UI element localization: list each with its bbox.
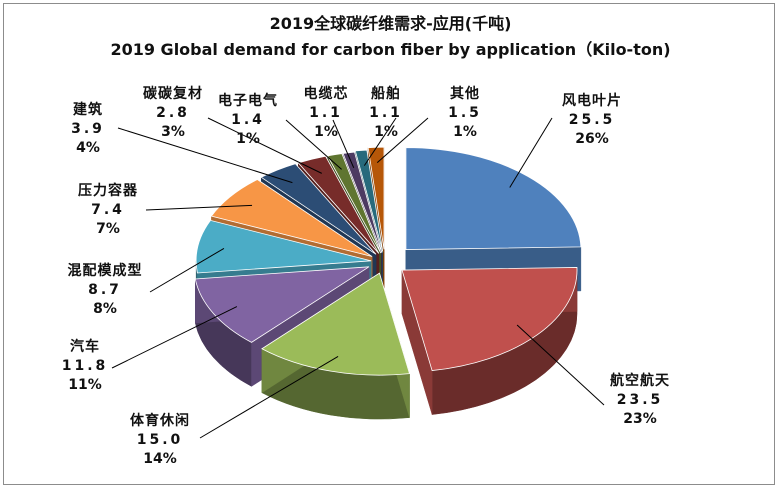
leader-line-11	[376, 117, 429, 164]
slice-label-6: 建筑 3.9 4%	[71, 101, 105, 158]
slice-percent: 26%	[575, 131, 609, 147]
slice-value: 8.7	[88, 282, 122, 298]
slice-percent: 1%	[374, 124, 398, 140]
slice-value: 11.8	[61, 358, 109, 374]
slice-name: 汽车	[69, 339, 100, 355]
slice-7-top	[297, 155, 380, 254]
slice-9-top	[342, 151, 383, 254]
leader-line-2	[199, 355, 339, 439]
slice-label-11: 其他 1.5 1%	[448, 85, 482, 142]
slice-percent: 1%	[236, 131, 260, 147]
chart-subtitle: 2019 Global demand for carbon fiber by a…	[110, 40, 671, 59]
slice-percent: 1%	[453, 124, 477, 140]
slice-label-10: 船舶 1.1 1%	[369, 85, 403, 142]
leader-line-6	[117, 127, 293, 184]
leader-line-4	[149, 247, 225, 293]
slice-value: 1.1	[369, 105, 403, 121]
slice-percent: 8%	[93, 301, 117, 317]
slice-name: 风电叶片	[562, 93, 622, 109]
slice-label-1: 航空航天 23.5 23%	[610, 372, 670, 429]
slice-label-2: 体育休闲 15.0 14%	[130, 412, 190, 469]
leader-line-9	[332, 119, 355, 168]
leader-lines-group	[111, 117, 605, 439]
slices-group	[194, 146, 582, 420]
slice-value: 1.4	[231, 112, 265, 128]
slice-label-7: 碳碳复材 2.8 3%	[143, 85, 203, 142]
slice-name: 体育休闲	[130, 413, 190, 429]
slice-name: 压力容器	[78, 183, 138, 199]
slice-percent: 1%	[314, 124, 338, 140]
slice-3-top	[194, 266, 370, 343]
slice-value: 1.5	[448, 105, 482, 121]
slice-percent: 11%	[68, 377, 102, 393]
leader-line-5	[145, 204, 253, 211]
slice-value: 15.0	[136, 432, 184, 448]
slice-label-0: 风电叶片 25.5 26%	[562, 92, 622, 149]
leader-line-8	[285, 119, 342, 170]
slice-value: 25.5	[568, 112, 616, 128]
leader-line-3	[111, 306, 238, 369]
slice-name: 其他	[450, 86, 480, 102]
slice-2-top	[261, 272, 411, 376]
slice-name: 航空航天	[610, 373, 670, 389]
slice-value: 1.1	[309, 105, 343, 121]
slice-value: 7.4	[91, 202, 125, 218]
slice-percent: 4%	[76, 140, 100, 156]
slice-percent: 7%	[96, 221, 120, 237]
leader-line-1	[516, 324, 605, 406]
slice-name: 电缆芯	[303, 86, 349, 102]
slice-label-5: 压力容器 7.4 7%	[78, 182, 138, 239]
slice-5-top	[210, 179, 373, 257]
leader-line-0	[509, 117, 553, 188]
slice-label-4: 混配模成型 8.7 8%	[68, 262, 143, 319]
slice-name: 电子电气	[218, 93, 278, 109]
slice-name: 混配模成型	[67, 263, 143, 279]
leader-line-10	[363, 117, 397, 166]
slice-0-top	[405, 147, 582, 250]
slice-percent: 14%	[143, 451, 177, 467]
slice-10-top	[354, 149, 384, 252]
slice-6-top	[260, 163, 377, 255]
chart-title: 2019全球碳纤维需求-应用(千吨)	[269, 14, 512, 33]
slice-1-top	[401, 267, 578, 371]
slice-percent: 3%	[161, 124, 185, 140]
slice-value: 2.8	[156, 105, 190, 121]
slice-label-9: 电缆芯 1.1 1%	[304, 85, 349, 142]
slice-value: 23.5	[616, 392, 664, 408]
slice-label-8: 电子电气 1.4 1%	[218, 92, 278, 149]
slice-name: 建筑	[73, 102, 103, 118]
slice-label-3: 汽车 11.8 11%	[62, 338, 109, 395]
slice-8-top	[326, 153, 382, 254]
slice-4-top	[195, 219, 372, 274]
slice-percent: 23%	[623, 411, 657, 427]
slice-name: 碳碳复材	[143, 86, 203, 102]
slice-name: 船舶	[371, 86, 401, 102]
leader-line-7	[207, 117, 322, 174]
slice-value: 3.9	[71, 121, 105, 137]
